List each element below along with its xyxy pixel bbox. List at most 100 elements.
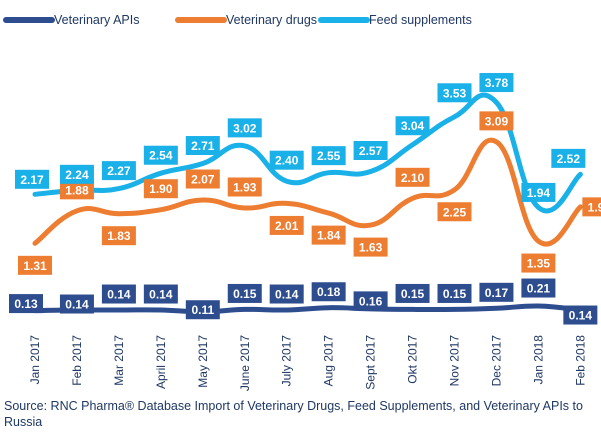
data-label: 0.11 <box>191 303 214 317</box>
data-label-box <box>395 116 430 136</box>
x-tick-label: Mar 2017 <box>112 335 126 386</box>
data-label-box <box>15 169 49 189</box>
x-tick-label: May 2017 <box>196 335 210 388</box>
data-label: 1.35 <box>527 257 551 271</box>
data-label-box <box>185 136 220 156</box>
data-label: 0.15 <box>233 287 257 301</box>
data-label: 2.57 <box>359 144 383 158</box>
data-label-box <box>551 148 586 168</box>
data-label: 2.52 <box>557 152 581 166</box>
data-label-box <box>227 118 262 138</box>
data-label-box <box>143 179 178 199</box>
data-label: 1.90 <box>149 182 173 196</box>
legend-label-0: Veterinary APIs <box>54 13 139 27</box>
data-label: 2.27 <box>107 164 131 178</box>
data-label: 2.10 <box>401 171 425 185</box>
data-label: 0.16 <box>359 294 383 308</box>
data-label: 1.88 <box>65 183 89 197</box>
data-label: 1.94 <box>527 186 551 200</box>
data-label: 3.02 <box>233 121 257 135</box>
data-label-box <box>269 215 304 235</box>
data-label-box <box>563 305 598 325</box>
data-label: 1.84 <box>317 229 341 243</box>
x-tick-label: June 2017 <box>238 335 252 391</box>
data-label-box <box>437 83 472 103</box>
data-label: 1.31 <box>23 259 47 273</box>
data-label-box <box>437 202 472 222</box>
x-tick-label: Jan 2018 <box>531 335 545 385</box>
data-label-box <box>9 294 43 314</box>
data-label: 2.24 <box>65 168 89 182</box>
x-tick-label: July 2017 <box>280 335 294 387</box>
data-label-box <box>101 161 136 181</box>
data-label: 0.17 <box>485 286 509 300</box>
data-label-box <box>311 282 346 302</box>
data-label: 0.21 <box>527 282 551 296</box>
x-tick-label: Feb 2018 <box>573 335 587 386</box>
data-label-box <box>353 141 388 161</box>
data-label: 0.14 <box>275 288 299 302</box>
data-label-box <box>59 294 94 314</box>
data-label-box <box>521 253 556 273</box>
data-label-box <box>59 164 94 184</box>
data-label-box <box>143 145 178 165</box>
data-label-box <box>269 150 304 170</box>
data-label: 3.09 <box>485 114 509 128</box>
data-label: 2.17 <box>20 173 44 187</box>
data-label-box <box>353 291 388 311</box>
x-tick-label: Okt 2017 <box>406 335 420 384</box>
x-tick-label: Aug 2017 <box>322 335 336 387</box>
line-chart: Veterinary APIs Veterinary drugs Feed supp… <box>3 13 601 391</box>
data-label: 0.14 <box>107 288 131 302</box>
series-line-2 <box>32 92 583 214</box>
data-label-box <box>227 177 262 197</box>
data-label-box <box>521 182 556 202</box>
data-label-box <box>437 283 472 303</box>
data-label-box <box>311 146 346 166</box>
data-label: 0.15 <box>443 287 467 301</box>
x-tick-label: Jan 2017 <box>28 335 42 385</box>
series-line-0 <box>32 303 583 315</box>
data-label-box <box>311 225 346 245</box>
data-label: 2.01 <box>275 219 299 233</box>
data-label-box <box>353 237 388 257</box>
data-label: 3.53 <box>443 86 467 100</box>
data-label: 2.71 <box>191 139 215 153</box>
data-label: 2.07 <box>191 173 215 187</box>
data-label-box <box>143 284 178 304</box>
data-label: 0.14 <box>65 298 89 312</box>
data-label-box <box>395 167 430 187</box>
x-tick-label: Sept 2017 <box>364 335 378 390</box>
data-label-box <box>227 283 262 303</box>
data-label: 0.13 <box>14 297 38 311</box>
data-label-box <box>479 73 514 93</box>
data-label: 3.04 <box>401 119 425 133</box>
legend-label-2: Feed supplements <box>369 13 472 27</box>
x-tick-label: Feb 2017 <box>70 335 84 386</box>
data-label-box <box>59 180 94 200</box>
data-label-box <box>101 284 136 304</box>
data-label: 0.14 <box>569 309 593 323</box>
data-label-box <box>582 197 601 217</box>
data-label: 3.78 <box>485 76 509 90</box>
legend-label-1: Veterinary drugs <box>226 13 317 27</box>
data-label-box <box>479 282 514 302</box>
data-label: 2.54 <box>149 149 173 163</box>
data-label: 2.25 <box>443 205 467 219</box>
data-label: 0.14 <box>149 288 173 302</box>
data-label: 1.95 <box>588 200 601 214</box>
data-label: 1.83 <box>107 229 131 243</box>
data-label: 0.18 <box>317 285 341 299</box>
data-label: 1.63 <box>359 241 383 255</box>
data-label-box <box>479 111 514 131</box>
source-note: Source: RNC Pharma® Database Import of V… <box>4 399 583 429</box>
data-label-box <box>395 283 430 303</box>
data-label: 0.15 <box>401 287 425 301</box>
data-label-box <box>185 169 220 189</box>
data-label-box <box>101 226 136 246</box>
x-tick-label: Dec 2017 <box>489 335 503 387</box>
data-label-box <box>269 284 304 304</box>
series-line-1 <box>32 137 583 247</box>
data-label: 1.93 <box>233 180 257 194</box>
